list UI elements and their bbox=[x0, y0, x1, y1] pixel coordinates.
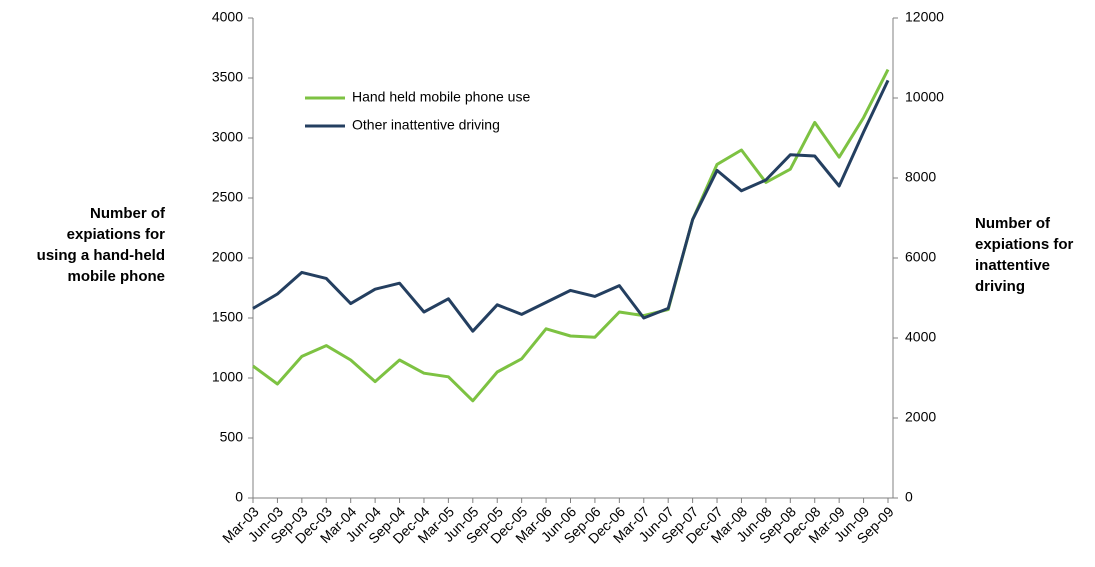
y2-tick-label: 8000 bbox=[905, 169, 936, 185]
y2-tick-label: 12000 bbox=[905, 9, 944, 25]
y-tick-label: 500 bbox=[220, 429, 244, 445]
series-line bbox=[252, 79, 890, 333]
y2-tick-label: 6000 bbox=[905, 249, 936, 265]
series-line bbox=[252, 68, 890, 403]
y-tick-label: 2000 bbox=[212, 249, 243, 265]
y-tick-label: 0 bbox=[235, 489, 243, 505]
y-tick-label: 1000 bbox=[212, 369, 243, 385]
y2-tick-label: 4000 bbox=[905, 329, 936, 345]
legend-label: Other inattentive driving bbox=[352, 117, 500, 133]
y-axis-label: Number of expiations for using a hand-he… bbox=[36, 205, 165, 285]
y-tick-label: 3500 bbox=[212, 69, 243, 85]
y-tick-label: 3000 bbox=[212, 129, 243, 145]
y2-tick-label: 0 bbox=[905, 489, 913, 505]
legend-box bbox=[298, 85, 578, 145]
y-tick-label: 2500 bbox=[212, 189, 243, 205]
y-tick-label: 4000 bbox=[212, 9, 243, 25]
y2-axis-label: Number of expiations for inattentive dri… bbox=[975, 215, 1074, 295]
y2-tick-label: 10000 bbox=[905, 89, 944, 105]
y2-tick-label: 2000 bbox=[905, 409, 936, 425]
legend-label: Hand held mobile phone use bbox=[352, 89, 530, 105]
y-tick-label: 1500 bbox=[212, 309, 243, 325]
